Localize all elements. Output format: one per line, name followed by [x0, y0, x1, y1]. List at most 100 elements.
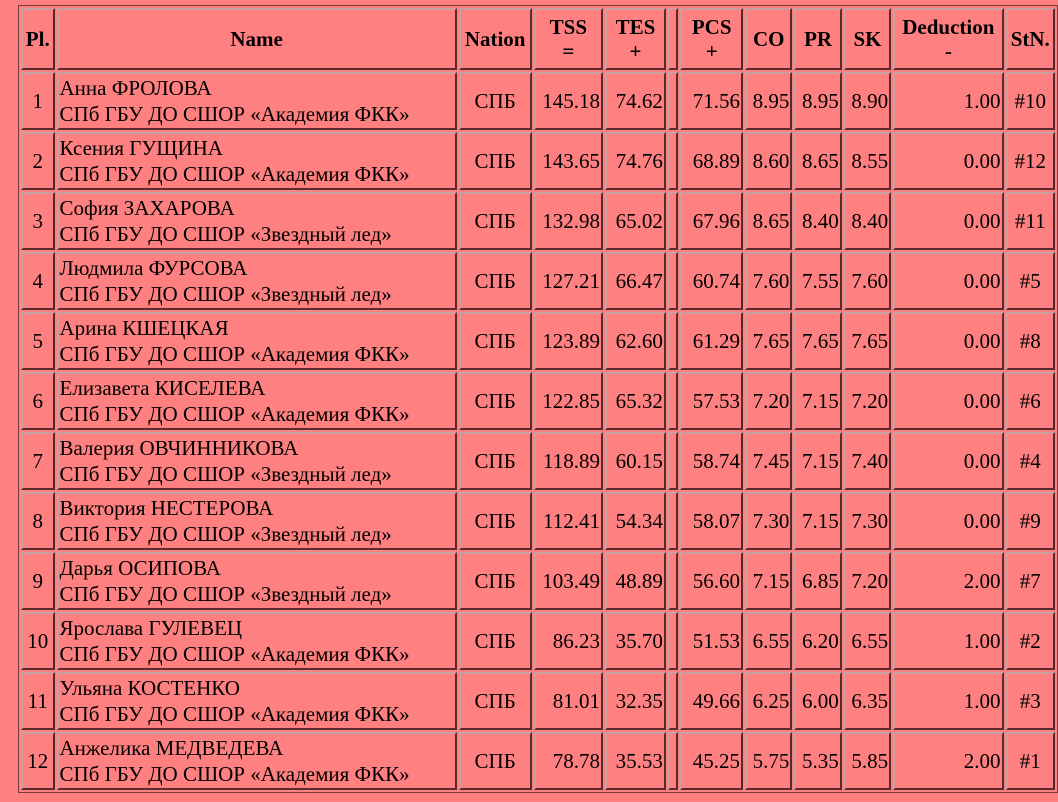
table-row: 1 Анна ФРОЛОВА СПб ГБУ ДО СШОР «Академия…	[21, 72, 1055, 130]
cell-tss: 78.78	[533, 732, 603, 790]
cell-sk: 7.20	[843, 372, 892, 430]
cell-co: 5.75	[745, 732, 793, 790]
cell-co: 7.60	[745, 252, 793, 310]
header-tss-op: =	[562, 39, 575, 63]
header-co: CO	[745, 8, 793, 70]
cell-tes: 65.32	[604, 372, 666, 430]
cell-pr: 8.95	[794, 72, 842, 130]
header-tes-op: +	[629, 39, 642, 63]
cell-pr: 6.85	[794, 552, 842, 610]
skater-name: Ксения ГУЩИНА	[59, 136, 223, 160]
header-sk: SK	[843, 8, 892, 70]
cell-pcs: 71.56	[680, 72, 744, 130]
cell-gap	[667, 612, 679, 670]
cell-start-number: #5	[1005, 252, 1055, 310]
cell-skater: Валерия ОВЧИННИКОВА СПб ГБУ ДО СШОР «Зве…	[56, 432, 457, 490]
table-row: 11 Ульяна КОСТЕНКО СПб ГБУ ДО СШОР «Акад…	[21, 672, 1055, 730]
skater-club: СПб ГБУ ДО СШОР «Академия ФКК»	[59, 702, 410, 726]
cell-gap	[667, 372, 679, 430]
table-row: 9 Дарья ОСИПОВА СПб ГБУ ДО СШОР «Звездны…	[21, 552, 1055, 610]
cell-sk: 8.55	[843, 132, 892, 190]
cell-skater: Анна ФРОЛОВА СПб ГБУ ДО СШОР «Академия Ф…	[56, 72, 457, 130]
cell-tes: 48.89	[604, 552, 666, 610]
results-body: 1 Анна ФРОЛОВА СПб ГБУ ДО СШОР «Академия…	[21, 72, 1055, 790]
header-gap	[667, 8, 679, 70]
cell-tss: 132.98	[533, 192, 603, 250]
cell-sk: 7.20	[843, 552, 892, 610]
results-table: Pl. Name Nation TSS = TES + PCS + CO PR SK …	[18, 5, 1058, 793]
header-tes-label: TES	[615, 15, 656, 39]
table-row: 6 Елизавета КИСЕЛЕВА СПб ГБУ ДО СШОР «Ак…	[21, 372, 1055, 430]
cell-place: 5	[21, 312, 55, 370]
cell-tss: 145.18	[533, 72, 603, 130]
cell-deduction: 1.00	[893, 72, 1004, 130]
header-nation: Nation	[458, 8, 532, 70]
cell-tes: 74.62	[604, 72, 666, 130]
table-row: 8 Виктория НЕСТЕРОВА СПб ГБУ ДО СШОР «Зв…	[21, 492, 1055, 550]
cell-nation: СПБ	[458, 252, 532, 310]
cell-place: 11	[21, 672, 55, 730]
cell-tes: 54.34	[604, 492, 666, 550]
skater-name: Анжелика МЕДВЕДЕВА	[59, 736, 284, 760]
header-tss: TSS =	[533, 8, 603, 70]
cell-place: 7	[21, 432, 55, 490]
cell-deduction: 0.00	[893, 492, 1004, 550]
cell-tes: 35.70	[604, 612, 666, 670]
cell-place: 8	[21, 492, 55, 550]
header-stn: StN.	[1005, 8, 1055, 70]
cell-nation: СПБ	[458, 132, 532, 190]
table-row: 5 Арина КШЕЦКАЯ СПб ГБУ ДО СШОР «Академи…	[21, 312, 1055, 370]
cell-start-number: #6	[1005, 372, 1055, 430]
skater-name: Дарья ОСИПОВА	[59, 556, 221, 580]
cell-co: 7.65	[745, 312, 793, 370]
table-row: 7 Валерия ОВЧИННИКОВА СПб ГБУ ДО СШОР «З…	[21, 432, 1055, 490]
cell-skater: Анжелика МЕДВЕДЕВА СПб ГБУ ДО СШОР «Акад…	[56, 732, 457, 790]
cell-nation: СПБ	[458, 372, 532, 430]
cell-co: 7.45	[745, 432, 793, 490]
cell-gap	[667, 132, 679, 190]
cell-sk: 7.60	[843, 252, 892, 310]
cell-nation: СПБ	[458, 552, 532, 610]
cell-tss: 123.89	[533, 312, 603, 370]
cell-pr: 5.35	[794, 732, 842, 790]
skater-name: Ярослава ГУЛЕВЕЦ	[59, 616, 243, 640]
header-tes: TES +	[604, 8, 666, 70]
cell-co: 7.30	[745, 492, 793, 550]
skater-club: СПб ГБУ ДО СШОР «Звездный лед»	[59, 282, 392, 306]
cell-deduction: 0.00	[893, 192, 1004, 250]
cell-pcs: 67.96	[680, 192, 744, 250]
header-deduction: Deduction -	[893, 8, 1004, 70]
cell-place: 6	[21, 372, 55, 430]
cell-start-number: #7	[1005, 552, 1055, 610]
cell-tss: 143.65	[533, 132, 603, 190]
cell-nation: СПБ	[458, 192, 532, 250]
cell-pr: 7.65	[794, 312, 842, 370]
skater-name: Людмила ФУРСОВА	[59, 256, 248, 280]
cell-deduction: 0.00	[893, 132, 1004, 190]
cell-gap	[667, 492, 679, 550]
cell-nation: СПБ	[458, 432, 532, 490]
cell-co: 6.55	[745, 612, 793, 670]
cell-sk: 8.40	[843, 192, 892, 250]
skater-name: Ульяна КОСТЕНКО	[59, 676, 240, 700]
cell-start-number: #8	[1005, 312, 1055, 370]
cell-pcs: 58.07	[680, 492, 744, 550]
skater-name: София ЗАХАРОВА	[59, 196, 235, 220]
cell-start-number: #10	[1005, 72, 1055, 130]
skater-name: Анна ФРОЛОВА	[59, 76, 212, 100]
cell-co: 8.60	[745, 132, 793, 190]
cell-tss: 112.41	[533, 492, 603, 550]
cell-skater: Ульяна КОСТЕНКО СПб ГБУ ДО СШОР «Академи…	[56, 672, 457, 730]
cell-deduction: 1.00	[893, 612, 1004, 670]
cell-skater: Арина КШЕЦКАЯ СПб ГБУ ДО СШОР «Академия …	[56, 312, 457, 370]
header-pl: Pl.	[21, 8, 55, 70]
header-deduction-op: -	[944, 39, 952, 63]
skater-club: СПб ГБУ ДО СШОР «Академия ФКК»	[59, 762, 410, 786]
cell-start-number: #1	[1005, 732, 1055, 790]
header-pr: PR	[794, 8, 842, 70]
cell-pcs: 45.25	[680, 732, 744, 790]
skater-name: Валерия ОВЧИННИКОВА	[59, 436, 299, 460]
cell-sk: 5.85	[843, 732, 892, 790]
cell-skater: Людмила ФУРСОВА СПб ГБУ ДО СШОР «Звездны…	[56, 252, 457, 310]
skater-name: Елизавета КИСЕЛЕВА	[59, 376, 266, 400]
